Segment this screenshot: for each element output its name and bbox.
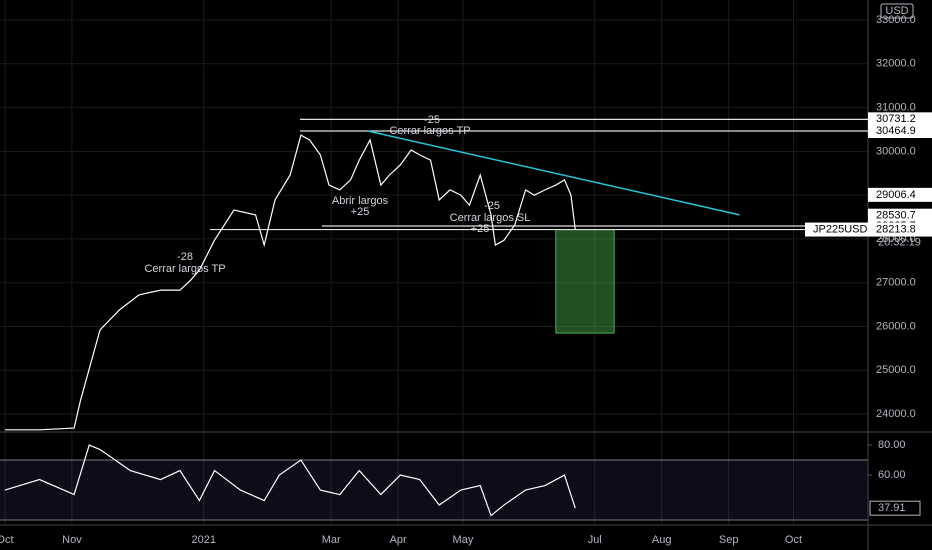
annotation: -25 (484, 200, 500, 212)
price-line (4, 134, 576, 431)
x-tick-label: Mar (322, 534, 341, 546)
rsi-label: 37.91 (878, 502, 906, 514)
y-tick-label: 80.00 (878, 439, 906, 451)
x-tick-label: Oct (785, 534, 802, 546)
x-tick-label: May (453, 534, 474, 546)
price-label: 29006.4 (876, 189, 916, 201)
price-label: 30464.9 (876, 125, 916, 137)
annotation: -28 (177, 251, 193, 263)
symbol-label: JP225USD (813, 223, 867, 235)
clock: 20:32:19 (878, 236, 921, 248)
y-tick-label: 26000.0 (876, 320, 916, 332)
currency-box (880, 3, 914, 19)
price-label: 28530.7 (876, 210, 916, 222)
price-label-box (805, 222, 932, 237)
y-tick-label: 25000.0 (876, 364, 916, 376)
price-label: 28213.8 (876, 223, 916, 235)
annotation: +25 (351, 206, 370, 218)
y-tick-label: 60.00 (878, 469, 906, 481)
x-tick-label: Apr (390, 534, 407, 546)
x-tick-label: Nov (62, 534, 82, 546)
target-zone (555, 229, 615, 334)
x-tick-label: 2021 (191, 534, 215, 546)
y-tick-label: 31000.0 (876, 101, 916, 113)
y-tick-label: 27000.0 (876, 277, 916, 289)
price-label: 30731.2 (876, 113, 916, 125)
price-label-box (868, 187, 932, 202)
annotation: Cerrar largos SL (450, 212, 531, 224)
annotation: Abrir largos (332, 195, 389, 207)
y-tick-label: 24000.0 (876, 408, 916, 420)
y-tick-label: 32000.0 (876, 58, 916, 70)
y-tick-label: 33000.0 (876, 14, 916, 26)
y-tick-label: 30000.0 (876, 145, 916, 157)
x-tick-label: Oct (0, 534, 14, 546)
x-tick-label: Sep (719, 534, 739, 546)
rsi-band (0, 460, 868, 521)
annotation: +25 (471, 223, 490, 235)
annotation: Cerrar largos TP (144, 263, 225, 275)
price-line (4, 444, 576, 517)
trendline (367, 130, 740, 216)
rsi-label-box (869, 500, 921, 516)
currency: USD (885, 5, 908, 17)
price-label-box (868, 112, 932, 127)
x-tick-label: Jul (588, 534, 602, 546)
price-label-box (868, 124, 932, 139)
x-tick-label: Aug (652, 534, 672, 546)
